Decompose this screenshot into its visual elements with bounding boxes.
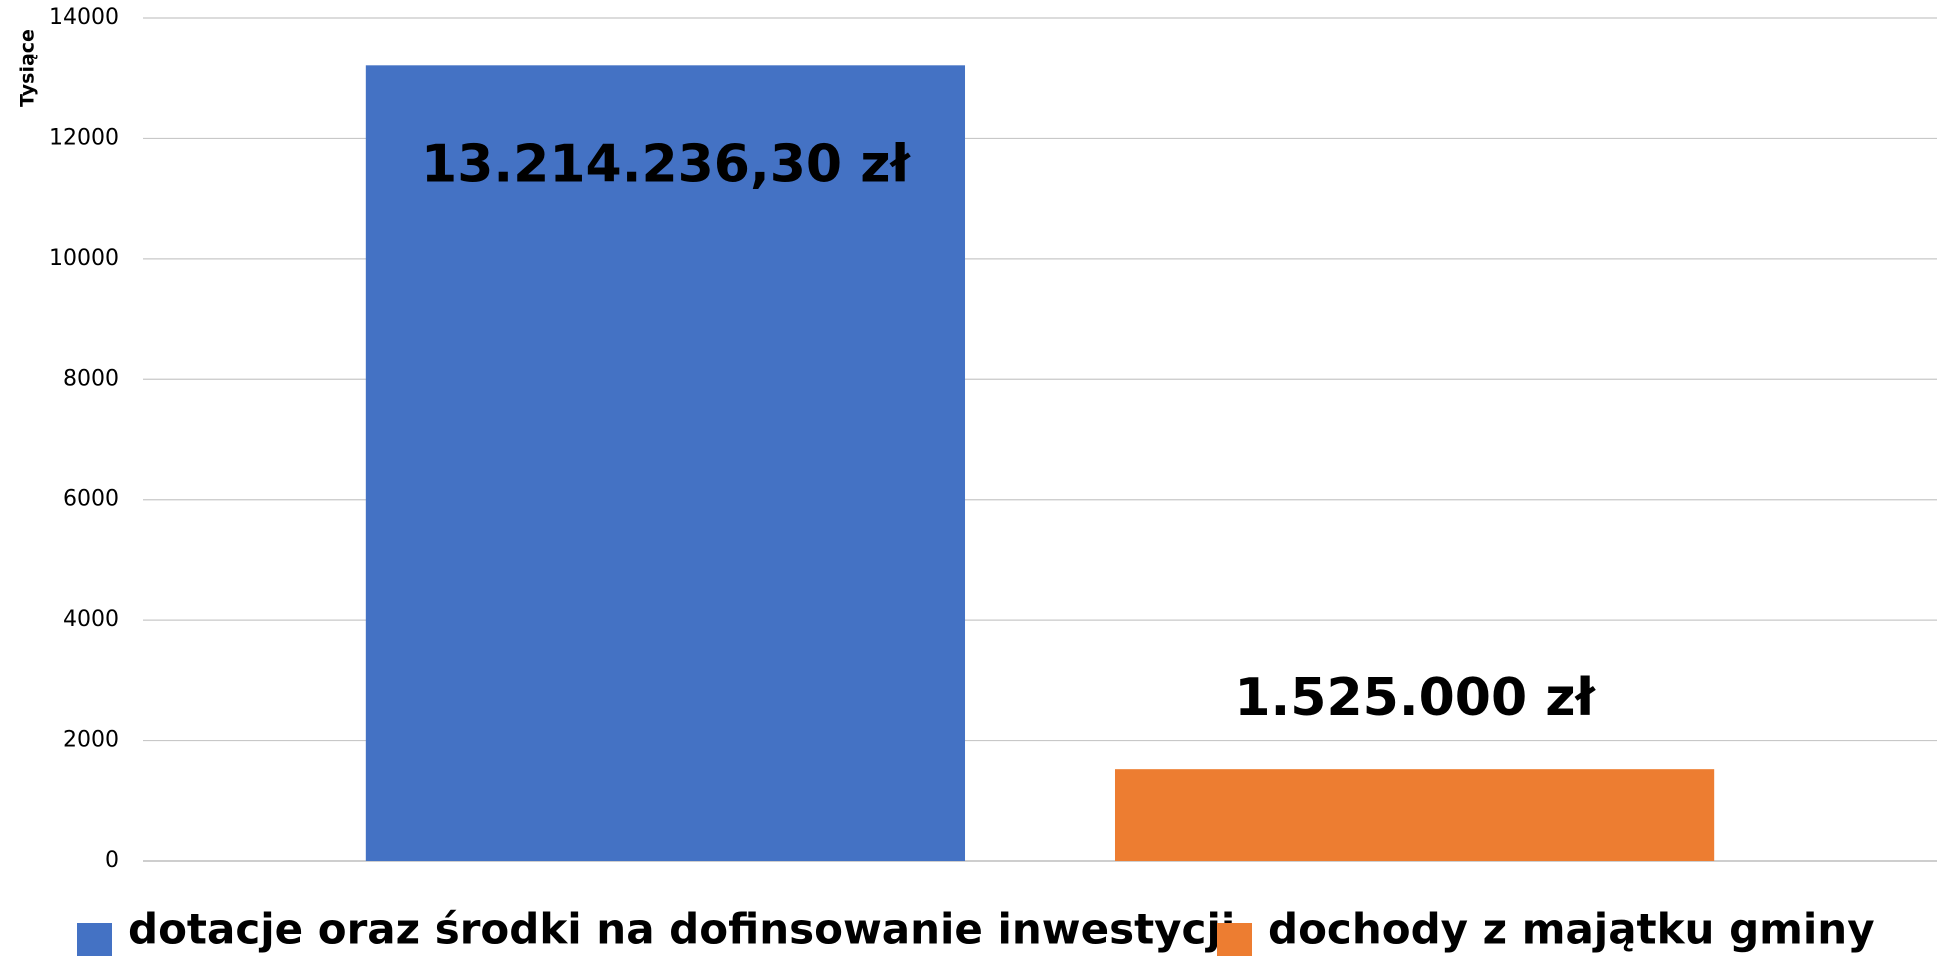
y-tick-label: 6000 [63, 487, 119, 512]
legend-label: dochody z majątku gminy [1268, 905, 1875, 954]
bar [365, 65, 966, 861]
y-tick-label: 10000 [49, 246, 119, 271]
legend-label: dotacje oraz środki na dofinsowanie inwe… [128, 905, 1235, 954]
data-label: 1.525.000 zł [1234, 668, 1596, 728]
y-tick-label: 14000 [49, 5, 119, 30]
bar [1114, 769, 1715, 861]
legend-swatch [1217, 923, 1252, 956]
y-tick-label: 8000 [63, 366, 119, 391]
y-axis-title: Tysiące [17, 29, 39, 107]
y-tick-label: 0 [105, 848, 119, 873]
y-tick-label: 4000 [63, 607, 119, 632]
y-tick-label: 12000 [49, 125, 119, 150]
y-tick-label: 2000 [63, 728, 119, 753]
data-label: 13.214.236,30 zł [421, 134, 911, 194]
legend-swatch [77, 923, 112, 956]
